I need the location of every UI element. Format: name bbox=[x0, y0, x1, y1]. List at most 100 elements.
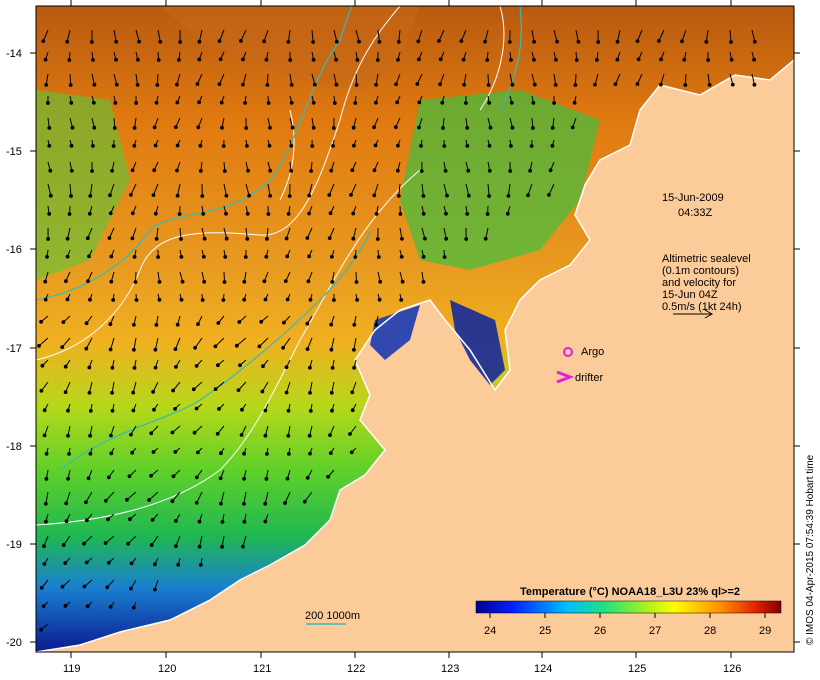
velocity-arrow-head bbox=[42, 544, 46, 549]
velocity-arrow-head bbox=[421, 194, 426, 198]
velocity-arrow-head bbox=[329, 390, 334, 395]
velocity-arrow bbox=[681, 29, 687, 42]
velocity-arrow-head bbox=[221, 144, 226, 148]
velocity-arrow-head bbox=[171, 474, 176, 479]
velocity-arrow-head bbox=[350, 168, 355, 173]
velocity-arrow-head bbox=[509, 58, 513, 62]
velocity-arrow-head bbox=[328, 451, 333, 456]
velocity-arrow-head bbox=[92, 125, 97, 130]
velocity-arrow-head bbox=[311, 40, 316, 44]
velocity-arrow-head bbox=[175, 143, 180, 148]
velocity-arrow bbox=[330, 337, 335, 350]
velocity-arrow-head bbox=[109, 451, 114, 456]
velocity-arrow-head bbox=[247, 193, 252, 198]
velocity-arrow bbox=[177, 183, 181, 196]
velocity-arrow-head bbox=[308, 451, 312, 456]
velocity-arrow-head bbox=[373, 143, 378, 148]
velocity-arrow-head bbox=[286, 408, 291, 413]
velocity-arrow-head bbox=[218, 476, 223, 481]
velocity-arrow-head bbox=[635, 82, 640, 86]
velocity-arrow-head bbox=[245, 211, 250, 216]
velocity-arrow-head bbox=[305, 476, 310, 480]
velocity-arrow-head bbox=[242, 297, 247, 302]
velocity-arrow-head bbox=[241, 57, 245, 62]
velocity-arrow-head bbox=[395, 168, 400, 173]
velocity-arrow-head bbox=[528, 168, 532, 173]
velocity-arrow-head bbox=[88, 297, 92, 302]
velocity-arrow-head bbox=[69, 194, 73, 198]
velocity-arrow-head bbox=[328, 433, 332, 438]
velocity-arrow-head bbox=[509, 100, 514, 105]
velocity-arrow-head bbox=[308, 409, 313, 413]
velocity-arrow-head bbox=[114, 57, 118, 62]
velocity-arrow-head bbox=[219, 100, 224, 105]
velocity-arrow-head bbox=[84, 500, 88, 505]
velocity-arrow-head bbox=[67, 58, 72, 62]
lat-label: -20 bbox=[6, 637, 22, 649]
lon-label: 123 bbox=[441, 663, 459, 675]
velocity-arrow-head bbox=[354, 280, 359, 284]
colorbar-tick: 25 bbox=[539, 625, 551, 637]
velocity-arrow bbox=[42, 29, 49, 42]
velocity-arrow-head bbox=[263, 501, 268, 506]
velocity-arrow-head bbox=[41, 39, 46, 43]
velocity-arrow-head bbox=[355, 58, 360, 62]
velocity-arrow-head bbox=[149, 543, 154, 547]
velocity-arrow-head bbox=[178, 40, 183, 44]
velocity-arrow-head bbox=[152, 407, 156, 412]
velocity-arrow-head bbox=[213, 344, 218, 349]
lon-label: 125 bbox=[628, 663, 646, 675]
velocity-arrow-head bbox=[308, 365, 312, 370]
velocity-arrow-head bbox=[311, 125, 316, 130]
velocity-arrow-head bbox=[223, 255, 228, 259]
velocity-arrow bbox=[465, 183, 470, 196]
velocity-arrow-head bbox=[596, 40, 601, 44]
velocity-arrow-head bbox=[180, 279, 185, 284]
velocity-arrow-head bbox=[257, 344, 262, 349]
velocity-arrow-head bbox=[550, 143, 555, 148]
velocity-arrow-head bbox=[154, 237, 159, 241]
velocity-arrow-head bbox=[706, 58, 710, 62]
velocity-arrow-head bbox=[329, 168, 334, 173]
argo-label: Argo bbox=[581, 346, 604, 358]
velocity-arrow bbox=[66, 29, 71, 42]
velocity-arrow-head bbox=[220, 125, 224, 130]
velocity-arrow bbox=[105, 491, 115, 502]
velocity-arrow-head bbox=[331, 126, 336, 130]
velocity-arrow-head bbox=[486, 83, 491, 87]
velocity-arrow-head bbox=[130, 211, 135, 216]
velocity-arrow-head bbox=[174, 519, 178, 523]
coastal-green-belt bbox=[400, 90, 600, 270]
velocity-arrow bbox=[264, 491, 269, 504]
velocity-arrow-head bbox=[421, 280, 426, 284]
velocity-arrow-head bbox=[244, 126, 249, 130]
velocity-arrow-head bbox=[330, 254, 334, 259]
velocity-arrow-head bbox=[108, 322, 113, 327]
velocity-arrow-head bbox=[43, 297, 48, 302]
velocity-arrow-head bbox=[550, 126, 555, 130]
velocity-arrow-head bbox=[464, 237, 469, 241]
velocity-arrow-head bbox=[41, 604, 46, 609]
velocity-arrow-head bbox=[239, 433, 244, 437]
velocity-arrow-head bbox=[554, 57, 558, 62]
velocity-arrow-head bbox=[311, 57, 316, 62]
lat-label: -17 bbox=[6, 343, 22, 355]
velocity-arrow-head bbox=[64, 519, 69, 524]
velocity-arrow-head bbox=[438, 82, 443, 87]
velocity-arrow-head bbox=[351, 211, 356, 216]
velocity-arrow-head bbox=[423, 236, 427, 241]
velocity-arrow bbox=[85, 491, 93, 503]
velocity-arrow-head bbox=[242, 501, 246, 506]
velocity-arrow-head bbox=[264, 57, 269, 62]
velocity-arrow-head bbox=[151, 390, 156, 394]
velocity-arrow-head bbox=[64, 501, 69, 506]
velocity-arrow-head bbox=[729, 57, 734, 62]
velocity-arrow bbox=[110, 337, 115, 350]
velocity-arrow-head bbox=[201, 254, 206, 259]
velocity-arrow-head bbox=[531, 126, 535, 130]
velocity-arrow bbox=[245, 183, 250, 196]
velocity-arrow-head bbox=[197, 57, 202, 62]
velocity-arrow-head bbox=[288, 58, 293, 62]
velocity-arrow-head bbox=[110, 168, 114, 173]
